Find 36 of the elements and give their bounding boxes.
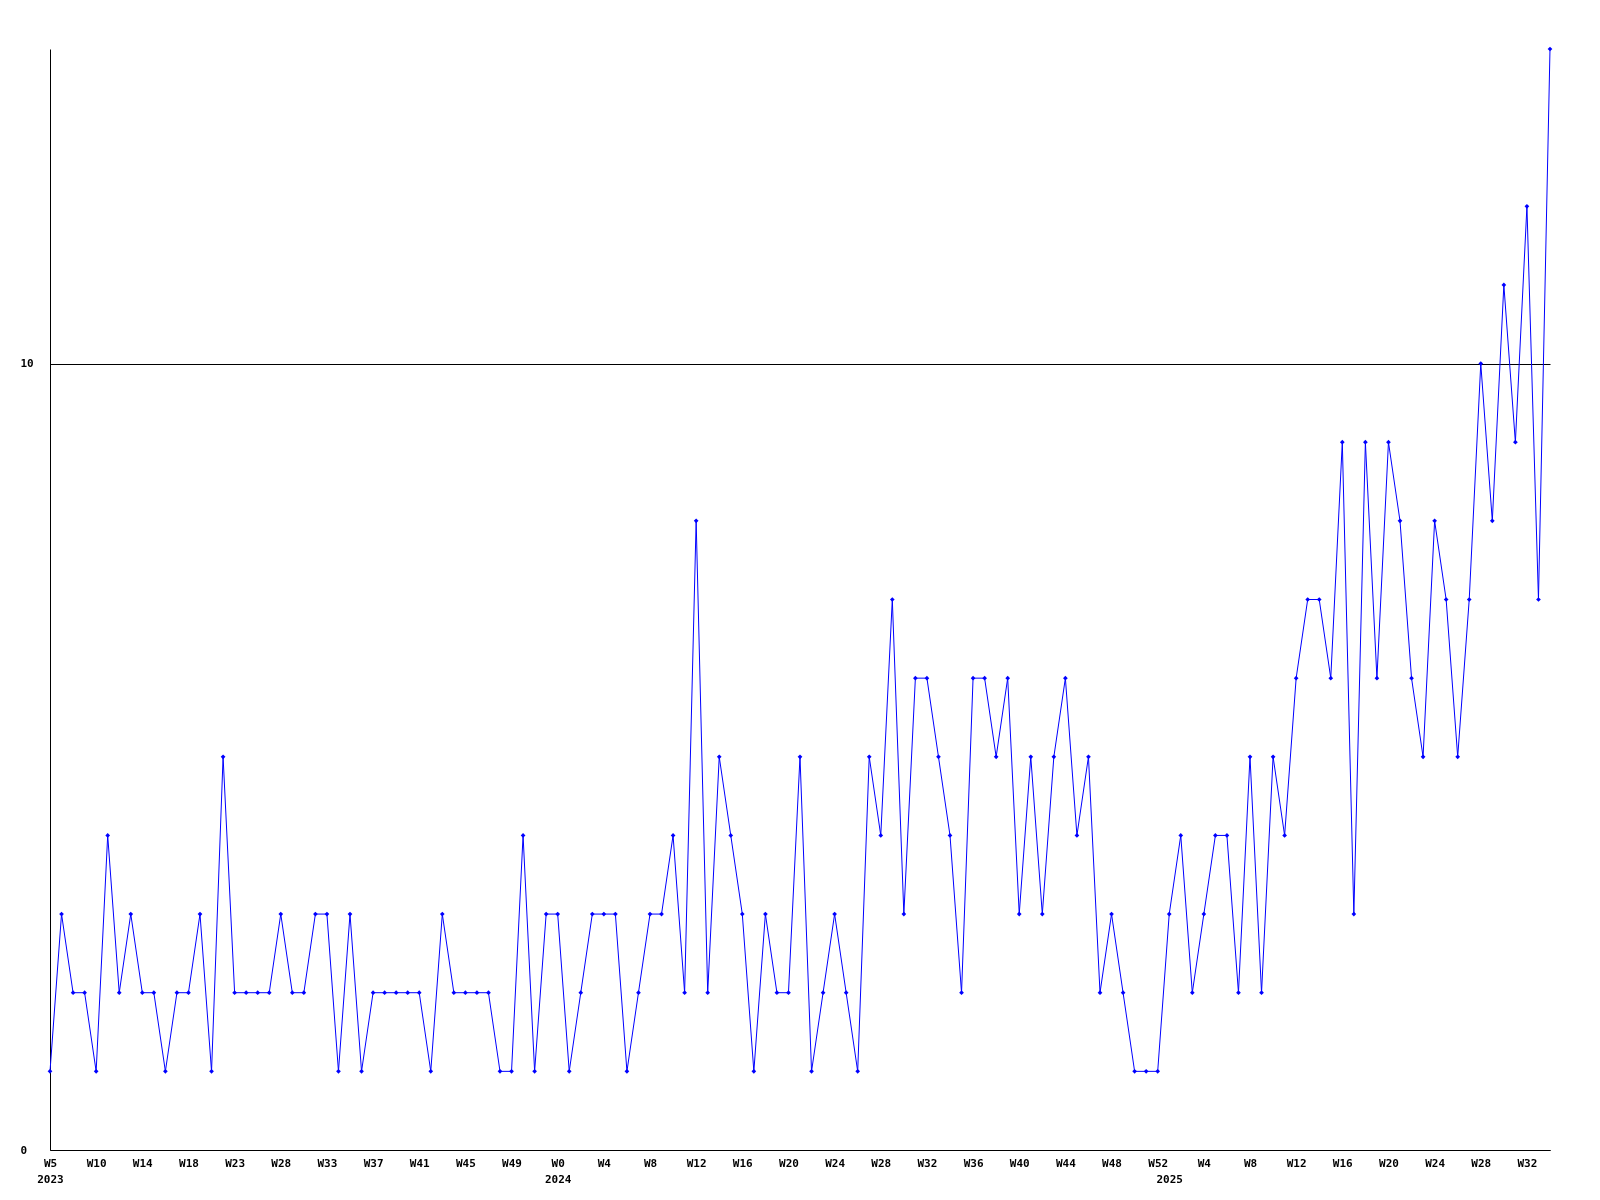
x-tick-label: W36 (963, 1156, 984, 1170)
x-tick-label: W41 (409, 1156, 431, 1170)
x-tick-label: W12 (1286, 1156, 1307, 1170)
x-tick-label: W28 (871, 1156, 892, 1170)
x-tick-label: W8 (643, 1156, 658, 1170)
x-tick-label: W16 (1332, 1156, 1354, 1170)
x-tick-label: W14 (132, 1156, 154, 1170)
y-tick-label: 10 (20, 357, 34, 371)
x-tick-label: 2025 (1156, 1172, 1183, 1186)
x-tick-label: W49 (502, 1156, 522, 1170)
x-tick-label: W44 (1055, 1156, 1077, 1170)
x-tick-label: W52 (1148, 1156, 1169, 1170)
x-tick-label: W48 (1102, 1156, 1122, 1170)
x-tick-label: W40 (1009, 1156, 1030, 1170)
x-tick-label: W32 (1517, 1156, 1538, 1170)
x-tick-label: W24 (1425, 1156, 1446, 1170)
x-tick-label: W45 (455, 1156, 476, 1170)
x-tick-label: W18 (179, 1156, 199, 1170)
x-tick-label: W12 (686, 1156, 707, 1170)
x-tick-label: W20 (1379, 1156, 1399, 1170)
x-tick-label: W5 2023 (37, 1156, 64, 1186)
x-tick-label: W33 (317, 1156, 338, 1170)
x-tick-label: W8 (1243, 1156, 1258, 1170)
x-tick-label: W32 (917, 1156, 938, 1170)
x-tick-label: W23 (225, 1156, 246, 1170)
x-tick-label: W4 (1197, 1156, 1212, 1170)
y-tick-label: 0 (20, 1143, 28, 1157)
x-tick-label: W20 (779, 1156, 799, 1170)
x-tick-label: W0 2024 (544, 1156, 572, 1186)
x-tick-label: W37 (363, 1156, 384, 1170)
x-tick-label: W28 (271, 1156, 292, 1170)
x-tick-label: W10 (86, 1156, 107, 1170)
x-tick-label: W16 (732, 1156, 754, 1170)
x-tick-label: W24 (825, 1156, 846, 1170)
x-tick-label: W28 (1471, 1156, 1492, 1170)
x-tick-label: W4 (597, 1156, 612, 1170)
